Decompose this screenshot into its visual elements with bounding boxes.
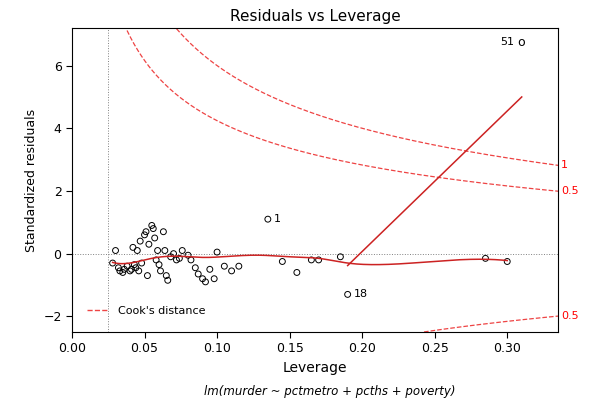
Text: 0.5: 0.5 bbox=[561, 311, 578, 321]
Y-axis label: Standardized residuals: Standardized residuals bbox=[25, 108, 38, 252]
Point bbox=[502, 258, 512, 265]
Text: 1: 1 bbox=[561, 160, 568, 170]
Point bbox=[481, 255, 490, 262]
Point bbox=[205, 266, 215, 272]
Point bbox=[307, 257, 316, 263]
Text: 0.5: 0.5 bbox=[561, 186, 578, 196]
Point bbox=[220, 263, 229, 269]
Point bbox=[144, 241, 154, 248]
Point bbox=[278, 258, 287, 265]
Point bbox=[163, 277, 173, 284]
Point bbox=[125, 268, 135, 274]
Point bbox=[212, 249, 222, 255]
Point bbox=[108, 260, 118, 266]
Point bbox=[263, 216, 272, 222]
Point bbox=[183, 252, 193, 258]
Point bbox=[314, 257, 323, 263]
Point bbox=[141, 228, 151, 235]
Point bbox=[119, 266, 129, 272]
Point bbox=[169, 250, 178, 257]
X-axis label: Leverage: Leverage bbox=[283, 361, 347, 375]
Point bbox=[137, 260, 146, 266]
Point bbox=[111, 247, 121, 254]
Point bbox=[166, 254, 175, 260]
Point bbox=[151, 257, 161, 263]
Point bbox=[155, 268, 165, 274]
Point bbox=[175, 255, 184, 262]
Point bbox=[234, 263, 244, 269]
Point bbox=[148, 225, 158, 232]
Point bbox=[227, 268, 236, 274]
Point bbox=[343, 291, 352, 298]
Point bbox=[161, 272, 171, 279]
Point bbox=[118, 269, 128, 276]
Point bbox=[160, 247, 170, 254]
Point bbox=[115, 268, 125, 274]
Point bbox=[158, 228, 168, 235]
Point bbox=[147, 222, 157, 229]
Point bbox=[198, 276, 208, 282]
Point bbox=[191, 264, 200, 271]
Point bbox=[335, 254, 345, 260]
Point bbox=[172, 257, 181, 263]
Point bbox=[150, 235, 160, 241]
Point bbox=[153, 247, 163, 254]
Text: 51: 51 bbox=[500, 37, 514, 47]
Point bbox=[143, 272, 152, 279]
Text: 1: 1 bbox=[274, 214, 281, 224]
Point bbox=[122, 263, 132, 269]
Point bbox=[178, 247, 187, 254]
Point bbox=[128, 244, 138, 250]
Point bbox=[193, 271, 203, 277]
Point bbox=[200, 279, 210, 285]
Point bbox=[131, 264, 140, 271]
Legend: Cook's distance: Cook's distance bbox=[82, 302, 210, 320]
Point bbox=[209, 276, 219, 282]
Text: o: o bbox=[517, 36, 525, 49]
Point bbox=[134, 268, 143, 274]
Point bbox=[292, 269, 302, 276]
Point bbox=[130, 262, 139, 268]
Point bbox=[140, 232, 149, 238]
Point bbox=[154, 262, 164, 268]
Point bbox=[127, 266, 136, 272]
Point bbox=[136, 238, 145, 244]
Point bbox=[133, 247, 142, 254]
Title: Residuals vs Leverage: Residuals vs Leverage bbox=[230, 9, 400, 24]
Point bbox=[186, 257, 196, 263]
Text: 18: 18 bbox=[353, 289, 368, 299]
Point bbox=[113, 264, 123, 271]
Text: lm(murder ~ pctmetro + pcths + poverty): lm(murder ~ pctmetro + pcths + poverty) bbox=[204, 385, 456, 398]
